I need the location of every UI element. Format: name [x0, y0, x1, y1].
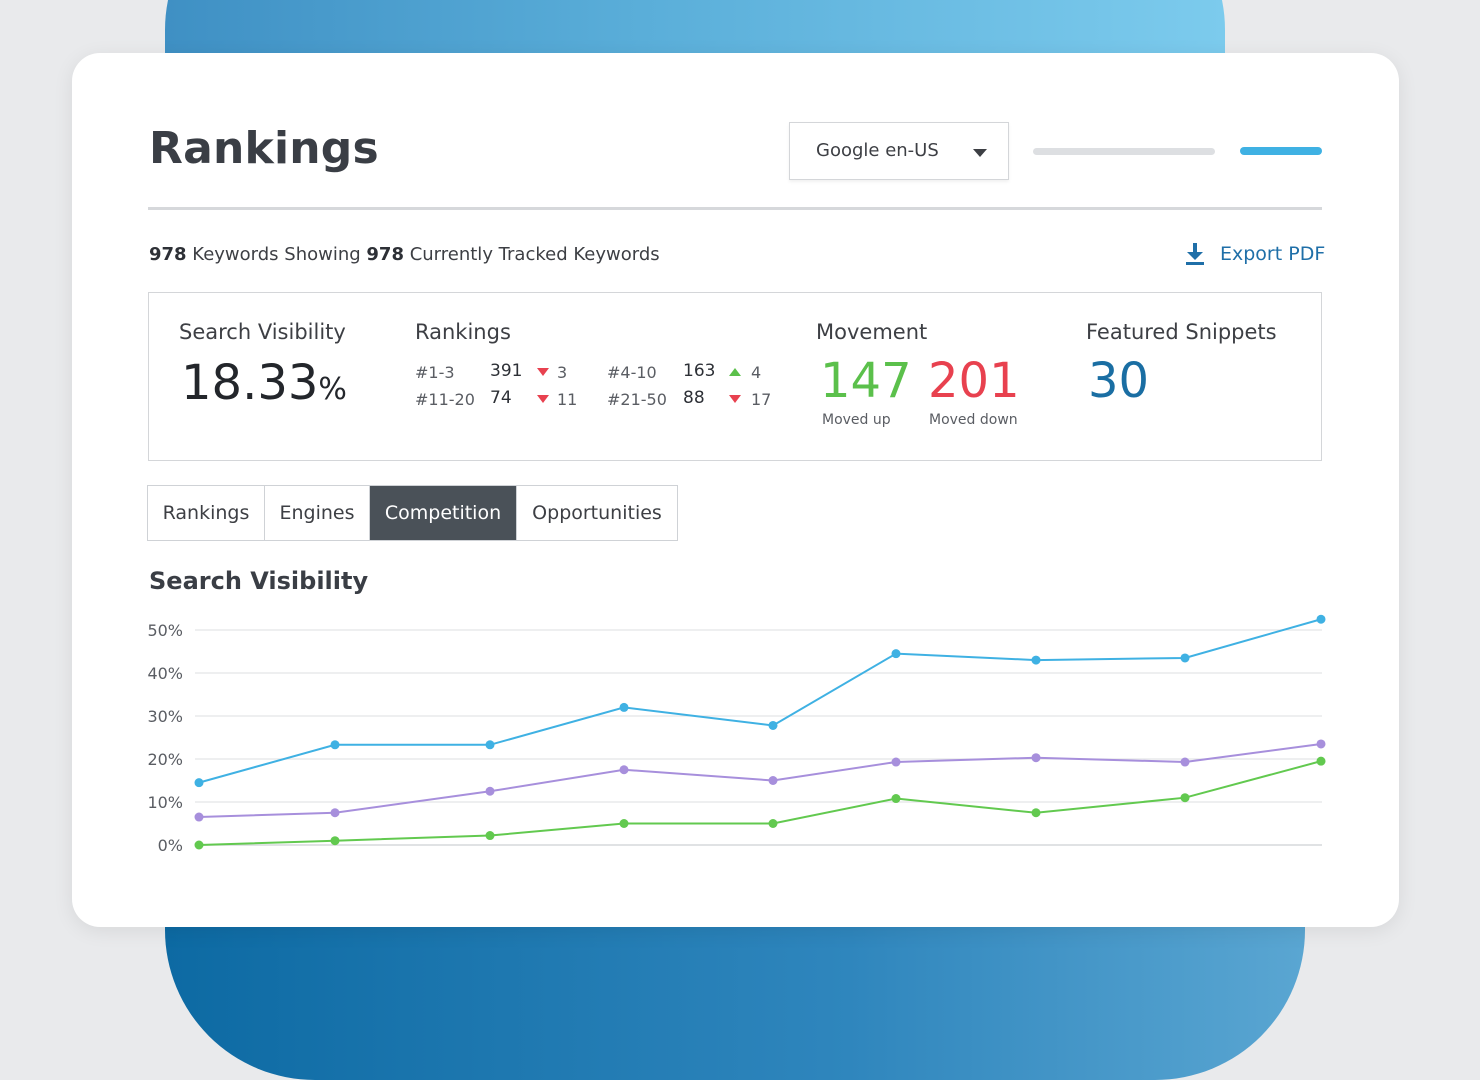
data-point[interactable] [194, 812, 204, 822]
featured-snippets-label: Featured Snippets [1086, 320, 1277, 344]
caret-down-icon [973, 149, 987, 157]
data-point[interactable] [1316, 739, 1326, 749]
ranking-count: 391 [490, 361, 523, 381]
data-point[interactable] [1031, 753, 1041, 763]
download-icon [1186, 243, 1204, 265]
search-visibility-number: 18.33 [181, 355, 319, 411]
data-point[interactable] [619, 765, 629, 775]
ranking-delta: 11 [557, 390, 578, 409]
movement-label: Movement [816, 320, 928, 344]
tab-rankings[interactable]: Rankings [148, 486, 265, 540]
ranking-range: #21-50 [607, 390, 667, 409]
search-visibility-label: Search Visibility [179, 320, 346, 344]
data-point[interactable] [330, 808, 340, 818]
view-tabs: Rankings Engines Competition Opportuniti… [147, 485, 678, 541]
export-pdf-label: Export PDF [1220, 243, 1326, 265]
search-engine-select[interactable]: Google en-US [789, 122, 1009, 180]
data-point[interactable] [1031, 808, 1041, 818]
series-line [198, 618, 1322, 784]
data-point[interactable] [194, 778, 204, 788]
tab-opportunities[interactable]: Opportunities [532, 502, 662, 524]
ranking-count: 74 [490, 388, 512, 408]
data-point[interactable] [768, 776, 778, 785]
ranking-delta: 4 [751, 363, 762, 382]
tab-competition[interactable]: Competition [370, 486, 517, 540]
y-tick-label: 10% [147, 793, 183, 812]
down-triangle-icon [729, 395, 741, 403]
data-point[interactable] [768, 819, 778, 828]
placeholder-bar [1033, 148, 1215, 155]
data-point[interactable] [485, 740, 495, 750]
keyword-summary: 978 Keywords Showing 978 Currently Track… [149, 244, 660, 265]
data-point[interactable] [891, 757, 901, 767]
data-point[interactable] [485, 786, 495, 796]
y-tick-label: 0% [158, 836, 183, 855]
data-point[interactable] [1180, 793, 1190, 803]
rankings-label: Rankings [415, 320, 511, 344]
search-visibility-unit: % [318, 372, 347, 407]
y-tick-label: 40% [147, 664, 183, 683]
data-point[interactable] [619, 702, 629, 712]
y-tick-label: 30% [147, 707, 183, 726]
data-point[interactable] [485, 831, 495, 841]
data-point[interactable] [330, 740, 340, 750]
ranking-delta: 3 [557, 363, 568, 382]
header-divider [148, 207, 1322, 210]
ranking-count: 163 [683, 361, 716, 381]
tracked-count: 978 [366, 244, 404, 265]
ranking-range: #4-10 [607, 363, 657, 382]
page-title: Rankings [149, 123, 379, 174]
featured-snippets-value: 30 [1088, 353, 1150, 409]
moved-down-label: Moved down [929, 412, 1018, 428]
showing-text: Keywords Showing [186, 244, 367, 265]
search-engine-select-value: Google en-US [816, 140, 939, 161]
moved-up-value: 147 [820, 353, 912, 409]
data-point[interactable] [1031, 655, 1041, 665]
showing-count: 978 [149, 244, 187, 265]
series-line [198, 760, 1322, 846]
ranking-range: #1-3 [415, 363, 455, 382]
data-point[interactable] [1316, 756, 1326, 766]
data-point[interactable] [891, 649, 901, 659]
y-tick-label: 20% [147, 750, 183, 769]
data-point[interactable] [1316, 614, 1326, 624]
tab-engines[interactable]: Engines [265, 486, 370, 540]
search-visibility-value: 18.33% [181, 355, 347, 411]
y-tick-label: 50% [147, 621, 183, 640]
data-point[interactable] [194, 840, 204, 850]
moved-down-value: 201 [928, 353, 1020, 409]
down-triangle-icon [537, 368, 549, 376]
ranking-count: 88 [683, 388, 705, 408]
data-point[interactable] [1180, 653, 1190, 663]
ranking-delta: 17 [751, 390, 772, 409]
tracked-text: Currently Tracked Keywords [403, 244, 660, 265]
rankings-card: Rankings Google en-US 978 Keywords Showi… [72, 53, 1399, 927]
stats-panel: Search Visibility 18.33% Rankings #1-3 3… [148, 292, 1322, 461]
data-point[interactable] [1180, 757, 1190, 767]
accent-bar [1240, 147, 1322, 155]
series-line [198, 742, 1322, 819]
up-triangle-icon [729, 368, 741, 376]
search-visibility-chart: 50% 40% 30% 20% 10% 0% [147, 614, 1326, 855]
data-point[interactable] [619, 819, 629, 828]
export-pdf-button[interactable]: Export PDF [1184, 242, 1325, 266]
down-triangle-icon [537, 395, 549, 403]
data-point[interactable] [330, 836, 340, 846]
moved-up-label: Moved up [822, 412, 891, 428]
data-point[interactable] [768, 720, 778, 730]
ranking-range: #11-20 [415, 390, 475, 409]
data-point[interactable] [891, 794, 901, 804]
chart-title: Search Visibility [149, 567, 369, 595]
